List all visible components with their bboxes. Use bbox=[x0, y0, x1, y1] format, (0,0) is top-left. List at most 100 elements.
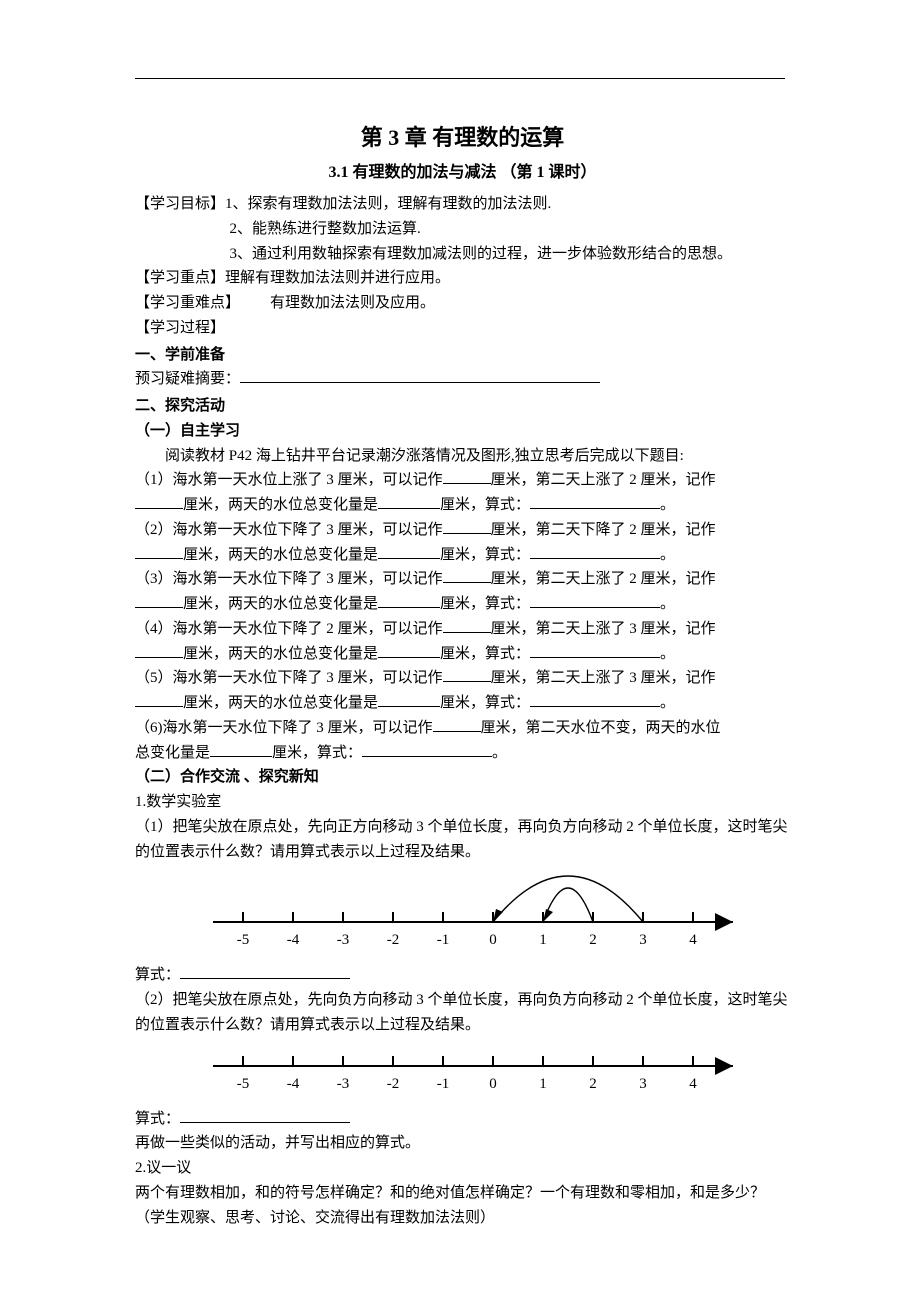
q1b: 厘米，第二天上涨了 2 厘米，记作 bbox=[491, 472, 716, 488]
svg-text:-1: -1 bbox=[436, 932, 449, 948]
period: 。 bbox=[660, 547, 675, 563]
q2a: （2）海水第一天水位下降了 3 厘米，可以记作 bbox=[135, 522, 443, 538]
numberline-1: -5-4-3-2-101234 bbox=[183, 868, 743, 958]
q4-line1: （4）海水第一天水位下降了 2 厘米，可以记作 厘米，第二天上涨了 3 厘米，记作 bbox=[135, 617, 790, 642]
period: 。 bbox=[492, 745, 507, 761]
svg-text:2: 2 bbox=[589, 932, 597, 948]
q5-line1: （5）海水第一天水位下降了 3 厘米，可以记作 厘米，第二天上涨了 3 厘米，记作 bbox=[135, 666, 790, 691]
blank bbox=[530, 594, 660, 609]
top-rule bbox=[135, 78, 785, 79]
blank bbox=[362, 742, 492, 757]
formula-1: 算式： bbox=[135, 963, 790, 988]
cm-unit: 厘米，算式： bbox=[440, 547, 530, 563]
explore-header: 二、探究活动 bbox=[135, 394, 790, 419]
prep-header: 一、学前准备 bbox=[135, 343, 790, 368]
formula-label: 算式： bbox=[135, 967, 180, 983]
prep-label: 预习疑难摘要： bbox=[135, 371, 240, 387]
svg-text:-2: -2 bbox=[386, 932, 399, 948]
self-study-header: （一）自主学习 bbox=[135, 419, 790, 444]
numberline-2-wrap: -5-4-3-2-101234 bbox=[135, 1042, 790, 1107]
blank bbox=[135, 495, 183, 510]
formula-2: 算式： bbox=[135, 1107, 790, 1132]
svg-text:-3: -3 bbox=[336, 932, 349, 948]
prep-blank bbox=[240, 367, 600, 383]
q5a: （5）海水第一天水位下降了 3 厘米，可以记作 bbox=[135, 670, 443, 686]
blank bbox=[443, 569, 491, 584]
difficulty-text: 有理数加法法则及应用。 bbox=[270, 295, 435, 311]
q2-line1: （2）海水第一天水位下降了 3 厘米，可以记作 厘米，第二天下降了 2 厘米，记作 bbox=[135, 518, 790, 543]
cm-unit: 厘米，算式： bbox=[440, 596, 530, 612]
cm-tail: 厘米，两天的水位总变化量是 bbox=[183, 695, 378, 711]
discuss-body: 两个有理数相加，和的符号怎样确定？和的绝对值怎样确定？一个有理数和零相加，和是多… bbox=[135, 1181, 790, 1231]
q6-line2: 总变化量是 厘米，算式： 。 bbox=[135, 741, 790, 766]
q5b: 厘米，第二天上涨了 3 厘米，记作 bbox=[491, 670, 716, 686]
blank bbox=[443, 519, 491, 534]
cm-tail: 厘米，两天的水位总变化量是 bbox=[183, 547, 378, 563]
cm-unit: 厘米，算式： bbox=[440, 497, 530, 513]
svg-text:3: 3 bbox=[639, 932, 647, 948]
self-study-intro: 阅读教材 P42 海上钻井平台记录潮汐涨落情况及图形,独立思考后完成以下题目: bbox=[135, 444, 790, 469]
again-line: 再做一些类似的活动，并写出相应的算式。 bbox=[135, 1131, 790, 1156]
blank bbox=[378, 594, 440, 609]
difficulty-label: 【学习重难点】 bbox=[135, 295, 240, 311]
blank bbox=[378, 495, 440, 510]
svg-text:-5: -5 bbox=[236, 932, 249, 948]
q4b: 厘米，第二天上涨了 3 厘米，记作 bbox=[491, 621, 716, 637]
q6-line1: （6)海水第一天水位下降了 3 厘米，可以记作 厘米，第二天水位不变，两天的水位 bbox=[135, 716, 790, 741]
q1-line2: 厘米，两天的水位总变化量是厘米，算式：。 bbox=[135, 493, 790, 518]
cm-unit: 厘米，算式： bbox=[272, 745, 362, 761]
exp1: （1）把笔尖放在原点处，先向正方向移动 3 个单位长度，再向负方向移动 2 个单… bbox=[135, 815, 790, 865]
q2b: 厘米，第二天下降了 2 厘米，记作 bbox=[491, 522, 716, 538]
svg-text:-2: -2 bbox=[386, 1076, 399, 1092]
formula-label: 算式： bbox=[135, 1111, 180, 1127]
q3b: 厘米，第二天上涨了 2 厘米，记作 bbox=[491, 571, 716, 587]
process-label: 【学习过程】 bbox=[135, 316, 790, 341]
objective-2: 2、能熟练进行整数加法运算. bbox=[135, 217, 790, 242]
focus-label: 【学习重点】 bbox=[135, 270, 225, 286]
chapter-title: 第 3 章 有理数的运算 bbox=[135, 120, 790, 152]
blank bbox=[433, 717, 481, 732]
cm-tail: 厘米，两天的水位总变化量是 bbox=[183, 497, 378, 513]
blank bbox=[378, 693, 440, 708]
period: 。 bbox=[660, 695, 675, 711]
blank bbox=[378, 544, 440, 559]
blank bbox=[443, 470, 491, 485]
blank bbox=[180, 965, 350, 980]
q2-line2: 厘米，两天的水位总变化量是 厘米，算式： 。 bbox=[135, 543, 790, 568]
blank bbox=[530, 495, 660, 510]
q1-line1: （1）海水第一天水位上涨了 3 厘米，可以记作 厘米，第二天上涨了 2 厘米，记作 bbox=[135, 468, 790, 493]
q6a: （6)海水第一天水位下降了 3 厘米，可以记作 bbox=[135, 720, 433, 736]
svg-text:2: 2 bbox=[589, 1076, 597, 1092]
cm-tail: 厘米，两天的水位总变化量是 bbox=[183, 646, 378, 662]
page: 第 3 章 有理数的运算 3.1 有理数的加法与减法 （第 1 课时） 【学习目… bbox=[0, 0, 920, 1302]
svg-text:-5: -5 bbox=[236, 1076, 249, 1092]
blank bbox=[135, 693, 183, 708]
lab-header: 1.数学实验室 bbox=[135, 790, 790, 815]
objectives-line-1: 【学习目标】1、探索有理数加法法则，理解有理数的加法法则. bbox=[135, 192, 790, 217]
period: 。 bbox=[660, 646, 675, 662]
svg-text:-4: -4 bbox=[286, 932, 299, 948]
q6c: 总变化量是 bbox=[135, 745, 210, 761]
q4a: （4）海水第一天水位下降了 2 厘米，可以记作 bbox=[135, 621, 443, 637]
blank bbox=[530, 643, 660, 658]
blank bbox=[530, 544, 660, 559]
objectives-label: 【学习目标】 bbox=[135, 196, 225, 212]
q1a: （1）海水第一天水位上涨了 3 厘米，可以记作 bbox=[135, 472, 443, 488]
blank bbox=[135, 594, 183, 609]
q3-line1: （3）海水第一天水位下降了 3 厘米，可以记作 厘米，第二天上涨了 2 厘米，记作 bbox=[135, 567, 790, 592]
q5-line2: 厘米，两天的水位总变化量是 厘米，算式： 。 bbox=[135, 691, 790, 716]
difficulty-line: 【学习重难点】 有理数加法法则及应用。 bbox=[135, 291, 790, 316]
objective-1: 1、探索有理数加法法则，理解有理数的加法法则. bbox=[225, 196, 551, 212]
cm-unit: 厘米，算式： bbox=[440, 695, 530, 711]
blank bbox=[443, 618, 491, 633]
objective-3: 3、通过利用数轴探索有理数加减法则的过程，进一步体验数形结合的思想。 bbox=[135, 242, 790, 267]
q3a: （3）海水第一天水位下降了 3 厘米，可以记作 bbox=[135, 571, 443, 587]
svg-text:4: 4 bbox=[689, 932, 697, 948]
prep-line: 预习疑难摘要： bbox=[135, 367, 790, 392]
svg-text:3: 3 bbox=[639, 1076, 647, 1092]
focus-text: 理解有理数加法法则并进行应用。 bbox=[225, 270, 450, 286]
blank bbox=[530, 693, 660, 708]
q6b: 厘米，第二天水位不变，两天的水位 bbox=[481, 720, 721, 736]
svg-text:0: 0 bbox=[489, 932, 497, 948]
blank bbox=[210, 742, 272, 757]
